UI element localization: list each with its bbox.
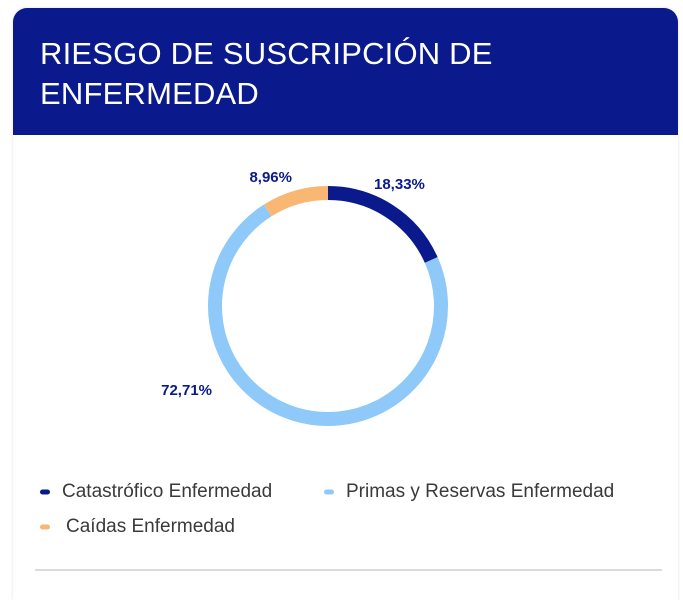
- legend-marker: [324, 489, 334, 495]
- chart-title: RIESGO DE SUSCRIPCIÓN DE ENFERMEDAD: [40, 36, 493, 111]
- donut-segment: [263, 186, 329, 217]
- donut-segment: [327, 186, 438, 263]
- value-label: 72,71%: [161, 382, 212, 399]
- legend-label: Primas y Reservas Enfermedad: [346, 481, 614, 502]
- legend-marker: [40, 524, 50, 530]
- legend-label: Catastrófico Enfermedad: [62, 481, 272, 502]
- legend-label: Caídas Enfermedad: [66, 516, 235, 537]
- value-label: 8,96%: [249, 169, 292, 186]
- legend-marker: [40, 489, 50, 495]
- header: RIESGO DE SUSCRIPCIÓN DE ENFERMEDAD: [13, 8, 678, 135]
- value-label: 18,33%: [374, 176, 425, 193]
- donut-segment: [208, 204, 448, 426]
- card: RIESGO DE SUSCRIPCIÓN DE ENFERMEDAD: [13, 8, 678, 600]
